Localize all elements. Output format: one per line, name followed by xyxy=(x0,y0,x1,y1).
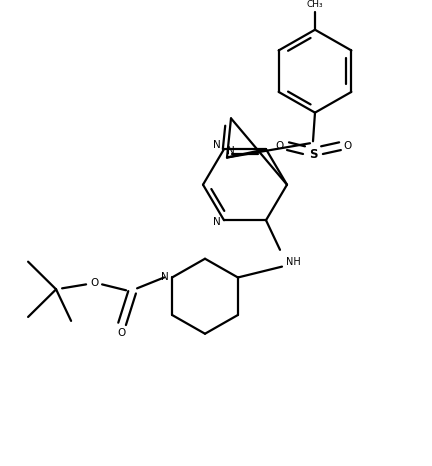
Text: O: O xyxy=(344,141,352,151)
Text: N: N xyxy=(213,140,221,150)
Text: CH₃: CH₃ xyxy=(307,0,323,8)
Text: N: N xyxy=(213,217,221,227)
Text: O: O xyxy=(90,278,98,288)
Text: O: O xyxy=(276,141,284,151)
Text: S: S xyxy=(309,148,317,161)
Text: O: O xyxy=(117,328,125,338)
Text: N: N xyxy=(227,145,235,156)
Text: NH: NH xyxy=(286,257,301,267)
Text: N: N xyxy=(161,273,169,282)
